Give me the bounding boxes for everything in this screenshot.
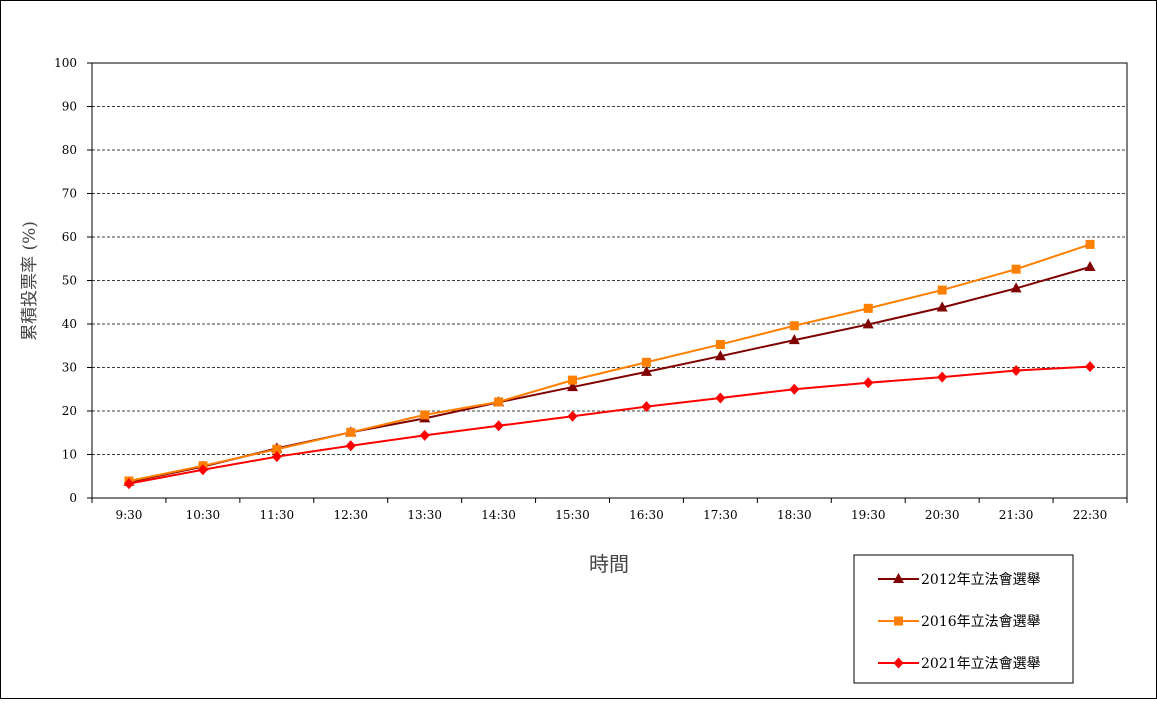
gridlines [92, 106, 1127, 455]
data-point [419, 429, 430, 441]
x-tick-label: 21:30 [999, 508, 1034, 522]
data-point [715, 392, 726, 404]
data-point [789, 321, 799, 331]
y-axis-label: 累積投票率 (%) [20, 221, 40, 341]
x-tick-label: 16:30 [629, 508, 664, 522]
y-tick-label: 80 [62, 143, 77, 157]
series-line [128, 365, 1091, 485]
y-tick-label: 90 [62, 100, 77, 114]
data-point [715, 339, 725, 349]
x-axis-label: 時間 [589, 552, 629, 576]
data-point [788, 334, 800, 345]
x-tick-label: 17:30 [703, 508, 738, 522]
legend-marker [893, 657, 904, 669]
legend-label: 2012年立法會選舉 [921, 571, 1041, 588]
series-line [128, 243, 1091, 483]
data-point [493, 420, 504, 432]
legend-box [853, 554, 1074, 684]
x-tick-label: 12:30 [333, 508, 368, 522]
data-point [862, 318, 874, 329]
legend-marker [893, 573, 904, 583]
data-point [420, 410, 430, 420]
y-tick-label: 10 [62, 448, 77, 462]
data-point [271, 451, 282, 463]
y-tick-label: 100 [54, 56, 77, 70]
x-tick-label: 22:30 [1073, 508, 1108, 522]
series-lines [123, 239, 1096, 490]
data-point [345, 440, 356, 452]
data-point [1085, 239, 1095, 249]
data-point [272, 444, 282, 454]
legend-item: 2016年立法會選舉 [878, 613, 1041, 630]
x-tick-label: 20:30 [925, 508, 960, 522]
legend: 2012年立法會選舉 2016年立法會選舉 2021年立法會選舉 [853, 554, 1074, 684]
data-point [567, 381, 579, 392]
x-axis-ticks: 9:30 10:30 11:30 12:30 13:30 14:30 15:30 16:30 1… [91, 498, 1128, 522]
data-point [1084, 261, 1096, 272]
series-3 [123, 361, 1096, 490]
x-tick-label: 9:30 [115, 508, 142, 522]
data-point [937, 285, 947, 295]
data-point [863, 303, 873, 313]
data-point [123, 478, 134, 490]
x-tick-label: 15:30 [555, 508, 590, 522]
data-point [346, 427, 356, 437]
x-tick-label: 18:30 [777, 508, 812, 522]
x-tick-label: 13:30 [407, 508, 442, 522]
x-tick-label: 11:30 [260, 508, 295, 522]
y-tick-label: 30 [62, 361, 77, 375]
y-tick-label: 20 [62, 404, 77, 418]
legend-label: 2016年立法會選舉 [921, 613, 1041, 630]
data-point [568, 375, 578, 385]
x-tick-label: 10:30 [186, 508, 221, 522]
series-1 [123, 261, 1096, 486]
y-axis-ticks: 0 10 20 30 40 50 60 70 80 90 100 [54, 56, 92, 505]
y-tick-label: 0 [69, 491, 77, 505]
y-tick-label: 60 [62, 230, 77, 244]
series-2 [124, 239, 1095, 486]
legend-label: 2021年立法會選舉 [921, 655, 1041, 672]
y-tick-label: 40 [62, 317, 77, 331]
data-point [1011, 264, 1021, 274]
data-point [641, 401, 652, 413]
y-tick-label: 70 [62, 187, 77, 201]
data-point [1011, 365, 1022, 377]
legend-item: 2021年立法會選舉 [878, 655, 1041, 672]
data-point [936, 301, 948, 312]
data-point [937, 371, 948, 383]
x-tick-label: 14:30 [481, 508, 516, 522]
data-point [567, 410, 578, 422]
legend-item: 2012年立法會選舉 [878, 571, 1041, 588]
data-point [789, 383, 800, 395]
data-point [1085, 361, 1096, 373]
legend-marker [894, 616, 903, 626]
data-point [197, 464, 208, 476]
data-point [640, 365, 652, 376]
x-tick-label: 19:30 [851, 508, 886, 522]
data-point [863, 377, 874, 389]
data-point [1010, 282, 1022, 293]
y-tick-label: 50 [62, 274, 77, 288]
data-point [494, 397, 504, 407]
data-point [641, 357, 651, 367]
data-point [714, 350, 726, 361]
